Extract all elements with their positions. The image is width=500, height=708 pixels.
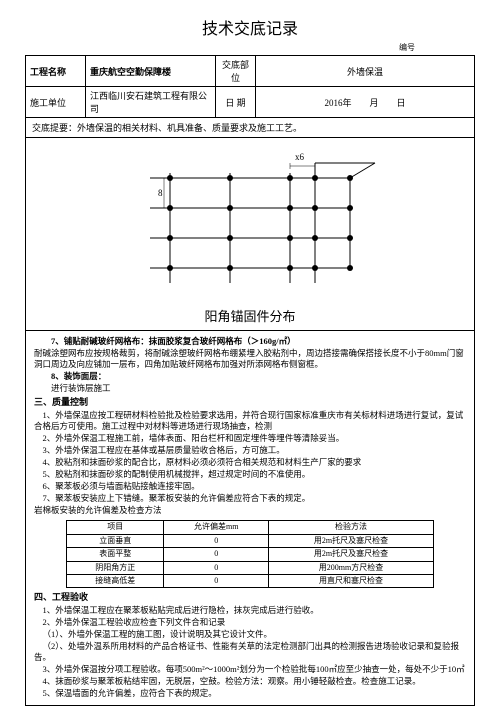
s3-i0: 1、外墙保温应按工程研材料检验批及检验要求选用，并符合现行国家标准重庆市有关标材… (34, 410, 466, 432)
diagram-caption: 阳角锚固件分布 (26, 306, 474, 325)
summary-row: 交底提要：外墙保温的相关材料、机具准备、质量要求及施工工艺。 (25, 118, 475, 138)
s3-i6: 7、聚苯板安装应上下错缝。聚苯板安装的允许偏差应符合下表的规定。 (34, 493, 466, 504)
s4-i0: 1、外墙保温工程应在聚苯板粘贴完成后进行隐检，抹灰完成后进行验收。 (34, 605, 466, 616)
section-4-title: 四、工程验收 (34, 592, 466, 604)
s4-i2: （1）、外墙外保温工程的施工图，设计说明及其它设计文件。 (34, 629, 466, 640)
item-7: 7、铺贴耐碱玻纤网格布：抹面胶浆复合玻纤网格布（＞160g/㎡） (34, 336, 466, 347)
doc-number: 编号 (25, 42, 475, 53)
s4-i6: 5、保温墙面的允许偏差，应符合下表的规定。 (34, 688, 466, 699)
dim-x6: x6 (295, 152, 305, 162)
tolerance-table: 项目允许偏差mm检验方法 立面垂直0用2m托尺及塞尺检查 表面平整0用2m托尺及… (66, 520, 433, 588)
s4-i5: 4、抹面砂浆与聚苯板粘结牢固，无脱层，空鼓。检验方法：观察。用小锤轻敲检查。检查… (34, 676, 466, 687)
content-body: 7、铺贴耐碱玻纤网格布：抹面胶浆复合玻纤网格布（＞160g/㎡） 耐碱涂塑网布应… (25, 331, 475, 706)
item-8-text: 进行装饰层施工 (34, 383, 466, 394)
diagram-container: x6 8 阳角锚固件分布 (25, 138, 475, 331)
s4-i3: （2）、处墙外温系所用材料的产品合格证书、性能有关草的法定检测部门出具的检测报告… (34, 641, 466, 663)
section-3-title: 三、质量控制 (34, 397, 466, 409)
project-name: 重庆航空空勤保障楼 (86, 56, 216, 87)
item-8: 8、装饰面层： (34, 371, 466, 382)
location: 外墙保温 (256, 56, 475, 87)
header-table: 工程名称 重庆航空空勤保障楼 交底部位 外墙保温 施工单位 江西临川安石建筑工程… (25, 55, 475, 118)
date-value: 2016年 月 日 (256, 87, 475, 118)
s3-i4: 5、胶粘剂和抹面砂浆的配制使用机械搅拌，超过规定时间的不准使用。 (34, 469, 466, 480)
dim-8: 8 (158, 188, 163, 198)
item-7-text: 耐碱涂塑网布应按规格裁剪，将耐碱涂塑玻纤网格布绷紧埋入胶粘剂中，周边搭接需确保搭… (34, 348, 466, 370)
date-label: 日 期 (216, 87, 256, 118)
contractor: 江西临川安石建筑工程有限公司 (86, 87, 216, 118)
page-title: 技术交底记录 (25, 15, 475, 39)
s4-i1: 2、外墙外保温工程验收应检查下列文件合和记录 (34, 617, 466, 628)
anchor-diagram: x6 8 (120, 148, 380, 298)
location-label: 交底部位 (216, 56, 256, 87)
table-caption: 岩棉板安装的允许偏差及检查方法 (34, 505, 466, 516)
project-label: 工程名称 (26, 56, 86, 87)
contractor-label: 施工单位 (26, 87, 86, 118)
s3-i5: 6、聚苯板必须与墙面粘贴接触连接牢固。 (34, 481, 466, 492)
s4-i4: 3、外墙外保温按分项工程验收。每项500m²～1000m²划分为一个检验批每10… (34, 664, 466, 675)
s3-i2: 3、外墙外保温工程应在基体或基层质量验收合格后，方可施工。 (34, 445, 466, 456)
s3-i1: 2、外墙外保温工程施工前，墙体表面、阳台栏杆和固定埋件等埋件等清除妥当。 (34, 433, 466, 444)
s3-i3: 4、胶粘剂和抹面砂浆的配合比，原材料必须必须符合相关规范和材料生产厂家的要求 (34, 457, 466, 468)
